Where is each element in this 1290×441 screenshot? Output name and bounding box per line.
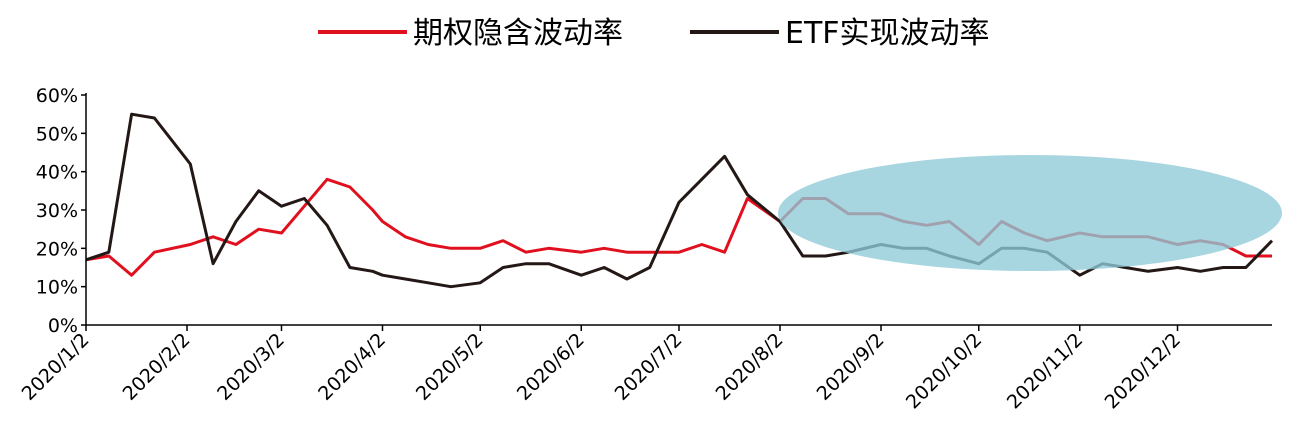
highlight-ellipse	[778, 155, 1282, 271]
x-tick-label: 2020/5/2	[412, 329, 488, 405]
y-tick-label: 60%	[36, 85, 78, 107]
y-tick-label: 50%	[36, 123, 78, 145]
x-tick-label: 2020/2/2	[119, 329, 195, 405]
y-tick-label: 10%	[36, 277, 78, 299]
y-tick-label: 0%	[48, 315, 78, 337]
y-tick-label: 30%	[36, 200, 78, 222]
x-tick-label: 2020/12/2	[1101, 329, 1185, 413]
legend-label-2: ETF实现波动率	[785, 16, 990, 51]
legend: 期权隐含波动率 ETF实现波动率	[318, 16, 990, 51]
x-tick-label: 2020/4/2	[314, 329, 390, 405]
x-tick-label: 2020/9/2	[813, 329, 889, 405]
x-tick-label: 2020/3/2	[213, 329, 289, 405]
x-tick-label: 2020/10/2	[902, 329, 986, 413]
overlay-layer	[778, 155, 1282, 271]
x-tick-label: 2020/7/2	[611, 329, 687, 405]
x-tick-label: 2020/6/2	[513, 329, 589, 405]
y-tick-label: 40%	[36, 162, 78, 184]
series-line-2	[85, 112, 1274, 289]
legend-label-1: 期权隐含波动率	[413, 16, 623, 51]
y-tick-label: 20%	[36, 238, 78, 260]
x-tick-label: 2020/1/2	[18, 329, 94, 405]
x-tick-label: 2020/8/2	[712, 329, 788, 405]
x-tick-label: 2020/11/2	[1003, 329, 1087, 413]
